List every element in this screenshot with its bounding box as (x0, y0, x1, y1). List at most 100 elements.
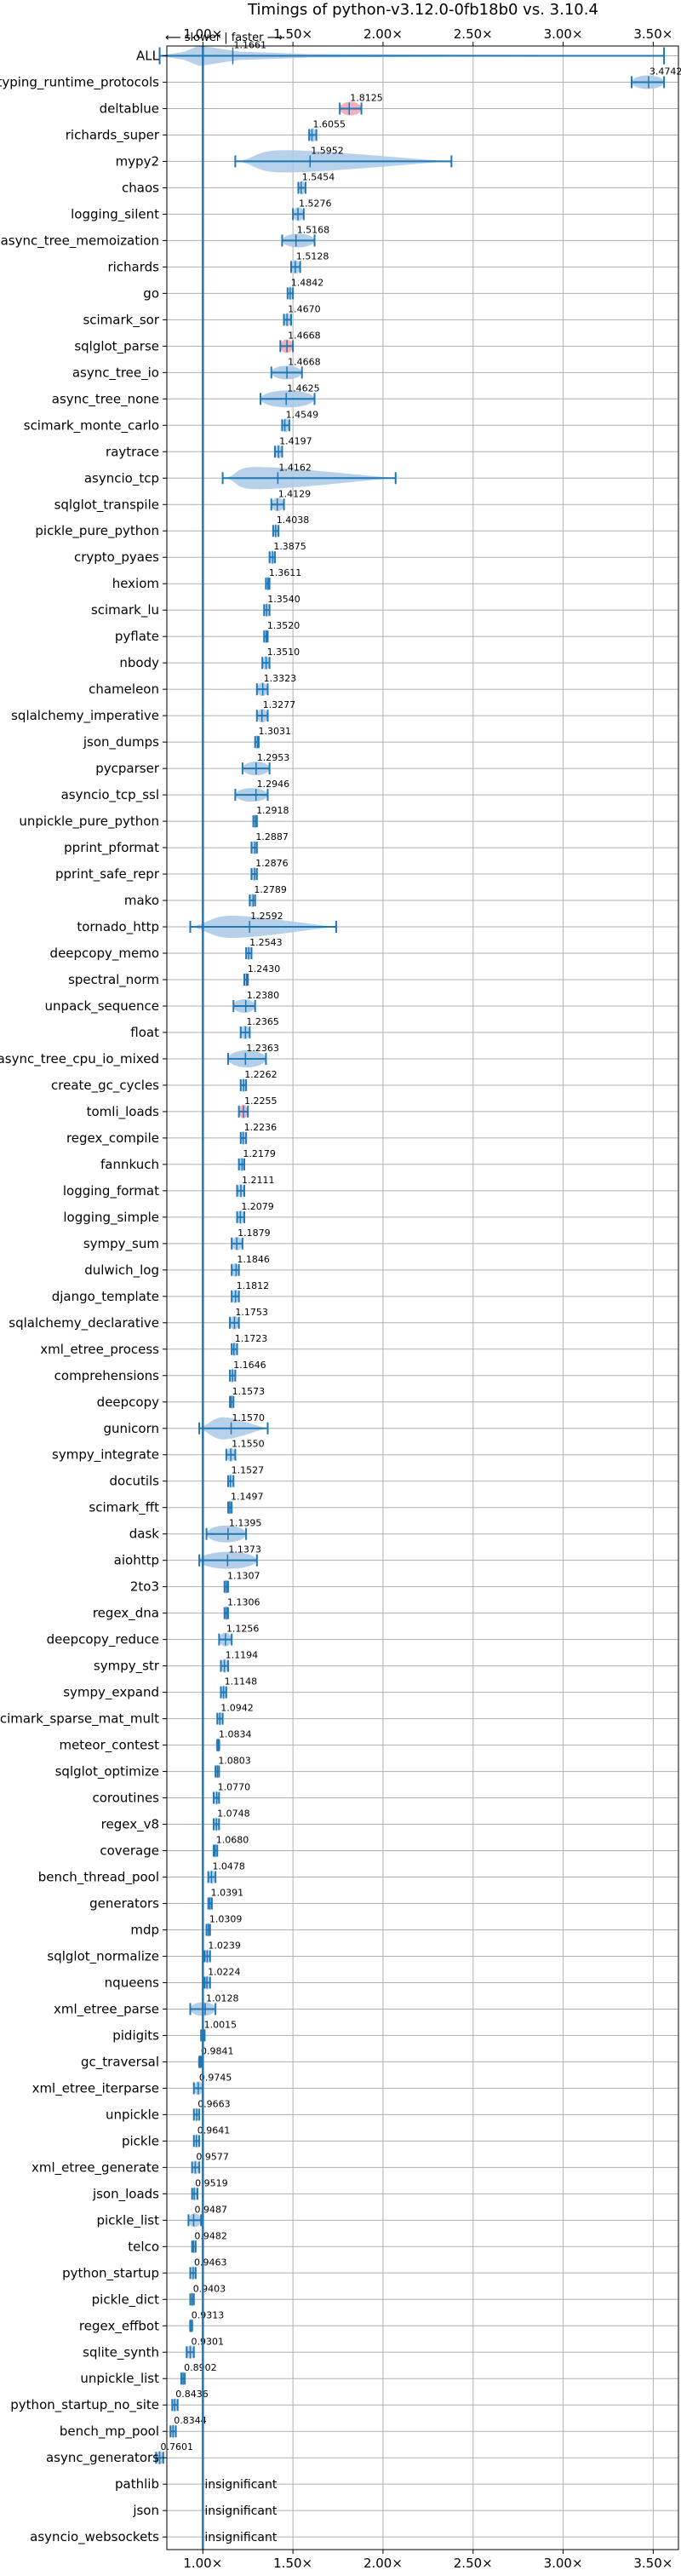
value-label: 1.2918 (256, 805, 289, 816)
violin-bench_thread_pool (207, 1870, 217, 1884)
y-tick-label: raytrace (106, 444, 159, 459)
violin-sqlglot_normalize (203, 1949, 211, 1964)
y-tick-label: nbody (119, 655, 159, 670)
value-label: 1.1373 (228, 1544, 261, 1555)
value-label: 1.5168 (297, 224, 330, 235)
value-label: 1.0391 (211, 1887, 243, 1898)
y-tick-label: json_loads (92, 2186, 159, 2202)
violin-regex_v8 (213, 1817, 220, 1831)
value-label: 1.0748 (217, 1808, 249, 1820)
y-tick-label: xml_etree_parse (54, 2001, 159, 2017)
insignificant-label: insignificant (204, 2531, 278, 2544)
violin-pprint_safe_repr (250, 867, 258, 882)
value-label: 1.4162 (278, 462, 312, 473)
y-tick-label: pprint_pformat (64, 840, 159, 856)
violin-mako (249, 894, 256, 908)
value-label: 1.2430 (248, 963, 281, 975)
violin-gunicorn (198, 1417, 269, 1440)
violin-async_tree_none (260, 390, 316, 408)
y-tick-label: spectral_norm (68, 972, 159, 988)
value-label: 0.9663 (197, 2098, 231, 2109)
violin-pyflate (263, 630, 269, 644)
violin-pprint_pformat (250, 841, 258, 855)
y-tick-label: pickle_list (96, 2212, 159, 2228)
violin-comprehensions (229, 1368, 237, 1383)
violin-deepcopy (229, 1394, 235, 1409)
value-label: 1.1661 (233, 39, 266, 50)
y-tick-label: hexiom (112, 576, 159, 591)
violin-unpack_sequence (232, 998, 256, 1013)
violin-tornado_http (189, 916, 337, 939)
value-label: 1.0770 (218, 1782, 250, 1793)
value-label: 1.1812 (237, 1280, 270, 1291)
y-tick-label: regex_v8 (101, 1817, 159, 1833)
value-label: 1.1723 (235, 1333, 268, 1344)
y-tick-label: sqlglot_optimize (55, 1764, 159, 1780)
violin-create_gc_cycles (239, 1078, 248, 1092)
value-label: 1.2179 (243, 1148, 276, 1159)
violin-richards_super (308, 128, 318, 142)
y-tick-label: float (130, 1025, 159, 1040)
violin-2to3 (223, 1579, 229, 1594)
value-label: 1.2789 (254, 884, 287, 895)
y-tick-label: json_dumps (83, 734, 159, 750)
value-label: 1.8125 (350, 92, 383, 103)
value-label: 1.3540 (267, 594, 300, 605)
violin-logging_simple (236, 1210, 245, 1224)
y-tick-label: richards_super (66, 127, 160, 143)
violin-nbody (261, 656, 271, 670)
value-label: 1.2953 (257, 752, 290, 763)
value-label: 1.2079 (241, 1201, 274, 1212)
insignificant-label: insignificant (204, 2478, 278, 2492)
value-label: 1.3510 (267, 647, 300, 658)
value-label: 1.4670 (288, 303, 321, 314)
violin-sqlalchemy_imperative (255, 709, 269, 723)
y-tick-label: dulwich_log (84, 1262, 159, 1279)
y-tick-label: fannkuch (100, 1157, 159, 1172)
value-label: 0.9519 (195, 2177, 227, 2188)
value-label: 0.8436 (175, 2389, 209, 2400)
y-tick-label: typing_runtime_protocols (0, 74, 159, 90)
value-label: 1.2262 (244, 1069, 278, 1080)
y-tick-label: sympy_str (94, 1659, 160, 1675)
y-tick-label: scimark_fft (89, 1500, 159, 1516)
value-label: 1.2887 (255, 831, 289, 842)
y-tick-label: bench_mp_pool (60, 2424, 159, 2440)
value-label: 1.6055 (312, 118, 346, 129)
y-tick-label: unpickle_list (80, 2371, 159, 2387)
y-tick-label: scimark_sor (83, 312, 159, 328)
value-label: 1.1570 (232, 1412, 266, 1423)
violin-xml_etree_iterparse (192, 2081, 204, 2096)
y-tick-label: 2to3 (130, 1579, 159, 1595)
value-label: 1.3611 (269, 567, 302, 578)
violins (155, 45, 666, 2465)
violin-asyncio_tcp (221, 467, 397, 490)
x-tick-label-bottom: 2.00× (363, 2556, 403, 2571)
y-tick-label: scimark_sparse_mat_mult (0, 1711, 159, 1728)
violin-json_dumps (254, 735, 260, 750)
y-tick-label: unpack_sequence (45, 998, 159, 1015)
value-label: 1.2363 (246, 1043, 279, 1054)
value-label: 1.4197 (279, 435, 312, 446)
value-label: 0.9463 (194, 2257, 227, 2268)
value-label: 1.4668 (288, 330, 321, 341)
value-label: 1.0224 (208, 1966, 240, 1977)
violin-pickle_pure_python (272, 524, 280, 538)
y-tick-label: pickle (122, 2133, 159, 2148)
value-label: 1.4625 (287, 382, 320, 394)
violin-richards (290, 260, 301, 274)
value-label: 1.1307 (227, 1571, 260, 1582)
violin-scimark_sor (283, 313, 293, 327)
violin-deltablue (339, 101, 363, 116)
y-tick-label: gc_traversal (81, 2054, 159, 2070)
violin-ALL (158, 45, 666, 66)
y-tick-label: sympy_sum (83, 1236, 159, 1252)
y-tick-label: logging_format (63, 1183, 159, 1199)
value-label: 0.8902 (184, 2362, 217, 2373)
value-label: 1.1497 (231, 1492, 264, 1503)
y-tick-label: xml_etree_process (40, 1342, 159, 1358)
value-label: 1.1846 (237, 1254, 270, 1265)
violin-hexiom (265, 577, 271, 591)
value-label: 1.2946 (257, 779, 290, 790)
y-tick-label: xml_etree_iterparse (32, 2080, 159, 2096)
